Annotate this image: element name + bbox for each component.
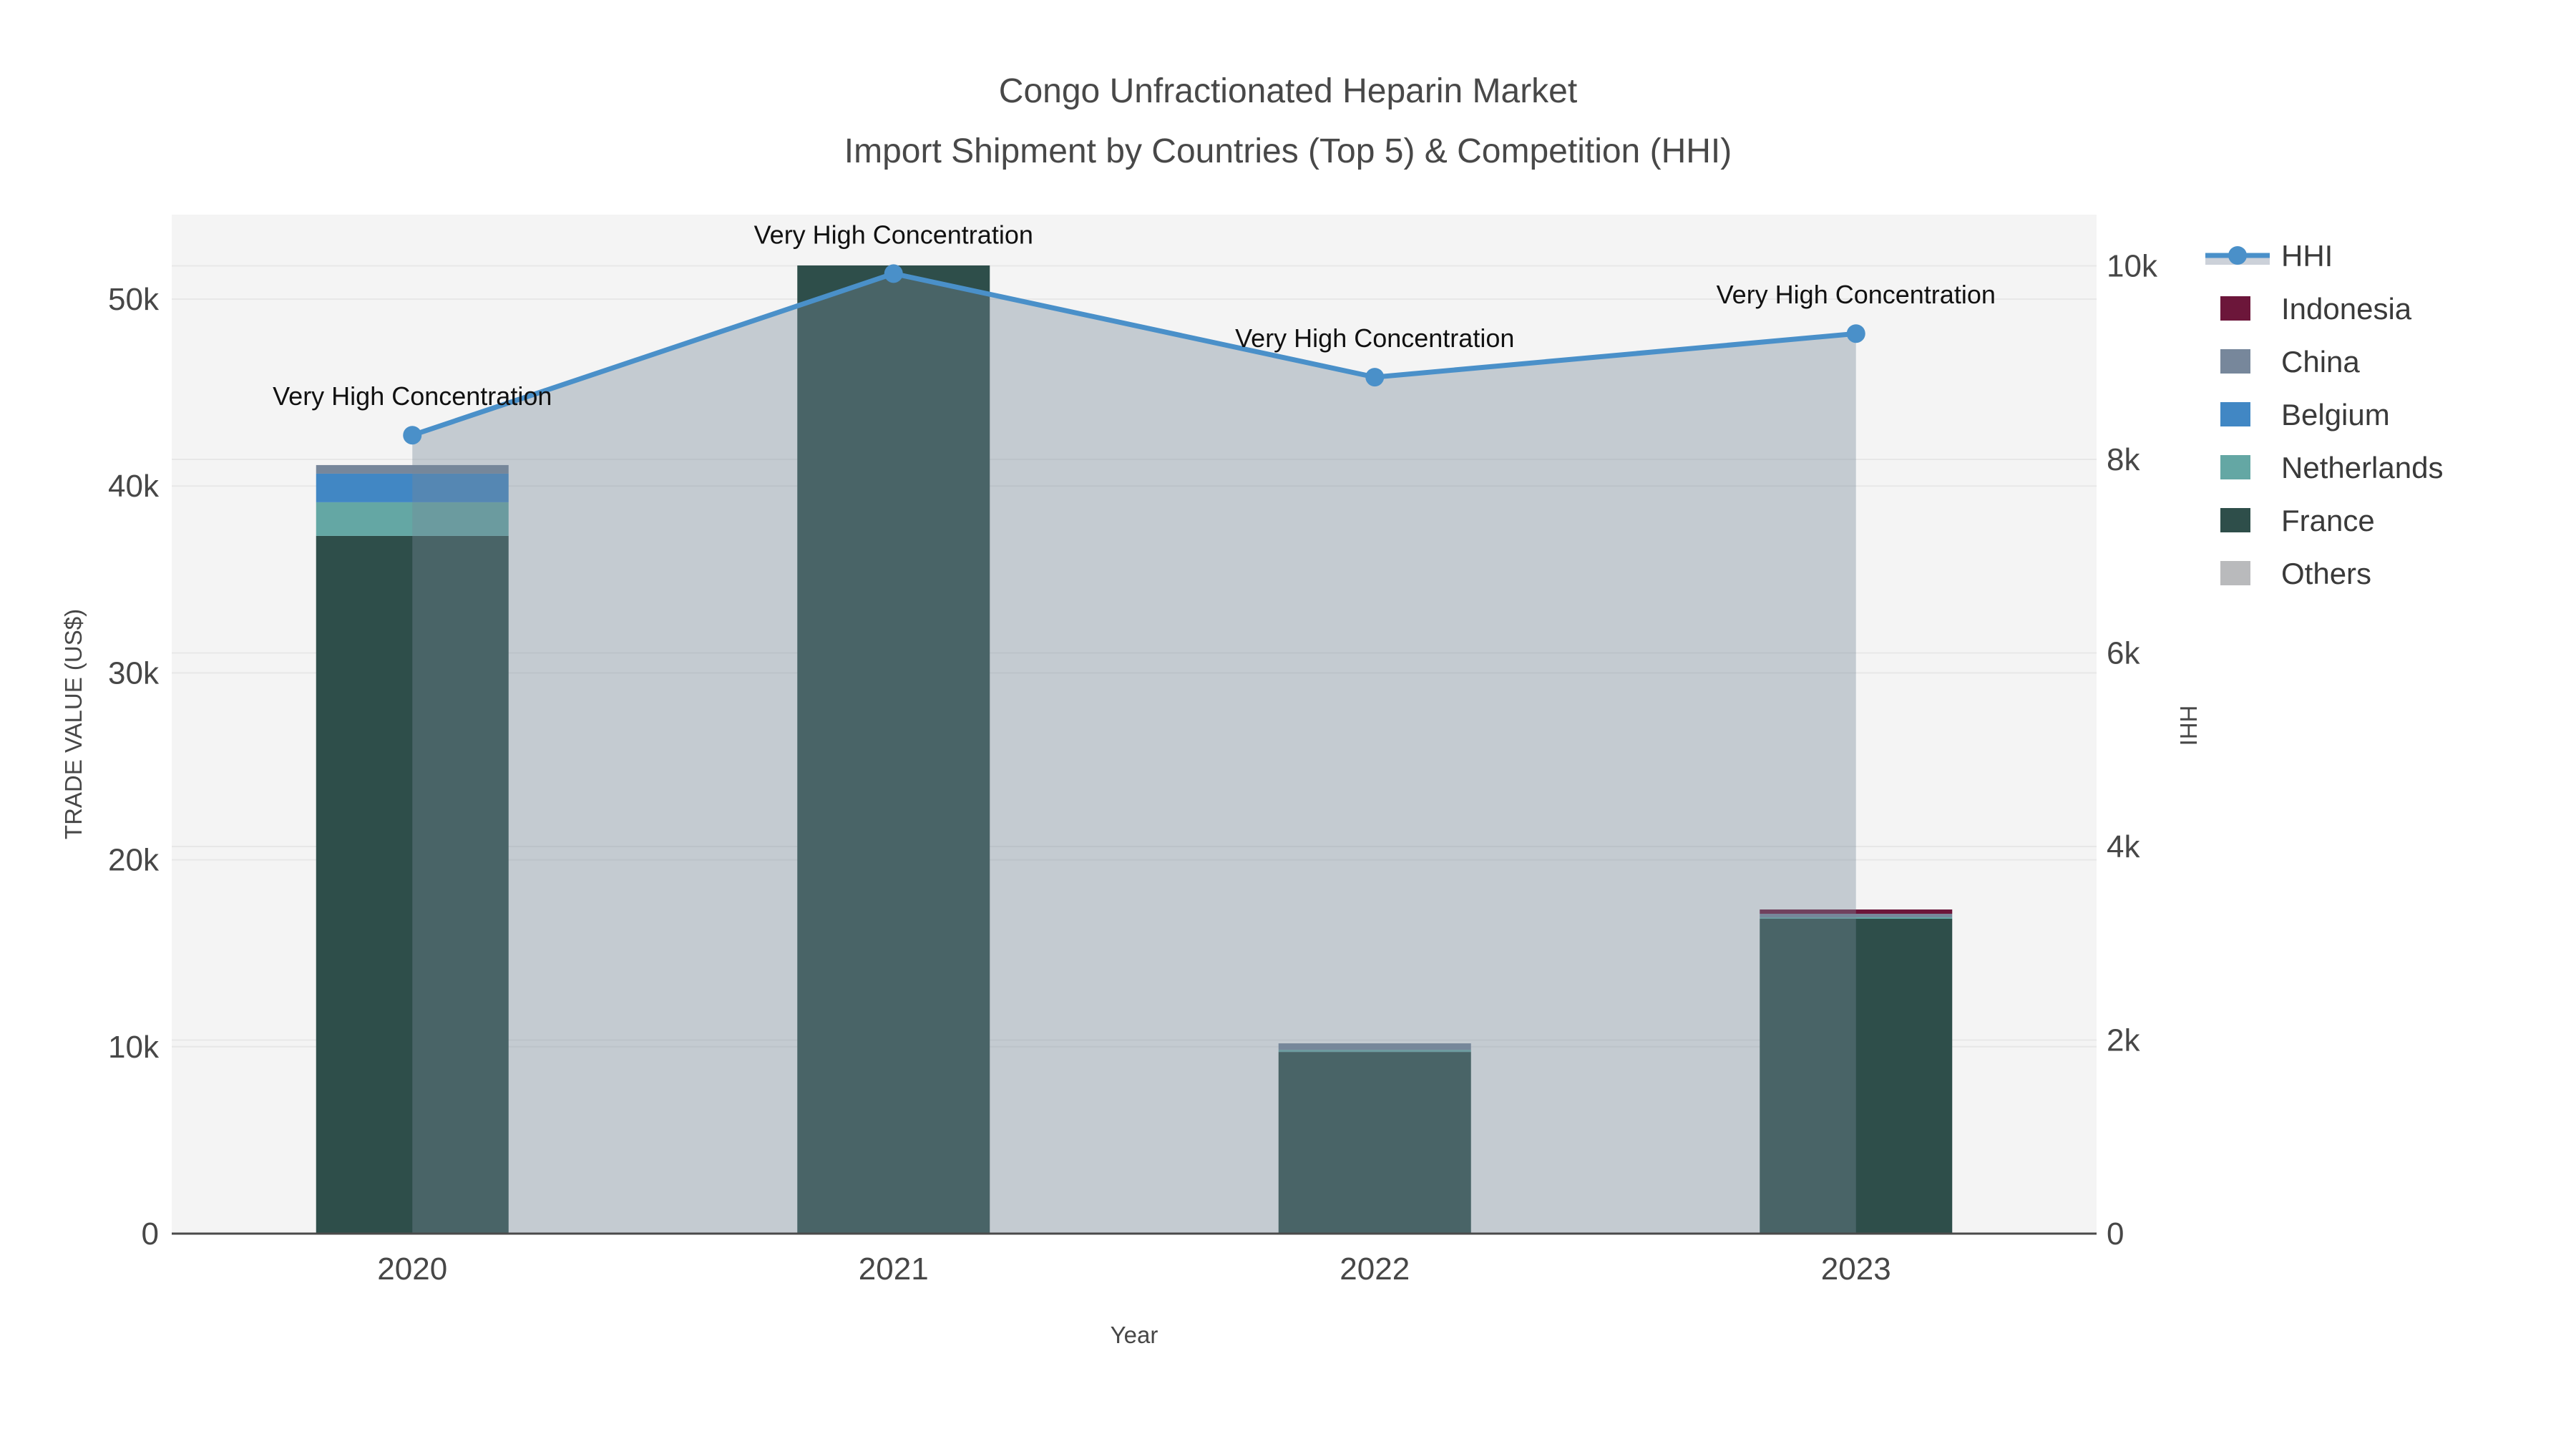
bar-segment-france-2021	[797, 265, 990, 1234]
bar-segment-china-2023	[1760, 914, 1953, 917]
x-tick-2020: 2020	[377, 1252, 447, 1287]
legend-item-china[interactable]: China	[2220, 345, 2360, 379]
legend-item-hhi[interactable]: HHI	[2205, 239, 2333, 273]
y-left-tick-10k: 10k	[108, 1030, 160, 1065]
bar-segment-china-2022	[1278, 1043, 1471, 1050]
bar-segment-belgium-2020	[316, 473, 509, 502]
legend-swatch-indonesia	[2220, 296, 2250, 321]
bar-segment-indonesia-2023	[1760, 909, 1953, 914]
y-left-tick-50k: 50k	[108, 282, 160, 317]
hhi-marker-2020	[403, 426, 422, 445]
annotation-2020: Very High Concentration	[273, 381, 552, 411]
legend-item-netherlands[interactable]: Netherlands	[2220, 451, 2443, 484]
legend-label-netherlands: Netherlands	[2281, 451, 2443, 484]
legend-swatch-china	[2220, 349, 2250, 374]
y-axis-right-title: HHI	[2175, 705, 2202, 746]
y-right-tick-6k: 6k	[2107, 636, 2140, 671]
x-tick-2023: 2023	[1821, 1252, 1891, 1287]
legend-label-belgium: Belgium	[2281, 398, 2390, 431]
legend-swatch-others	[2220, 561, 2250, 585]
y-left-tick-30k: 30k	[108, 655, 160, 691]
legend-label-indonesia: Indonesia	[2281, 292, 2412, 326]
legend-label-france: France	[2281, 504, 2375, 537]
x-axis-title: Year	[1110, 1322, 1158, 1348]
bars	[316, 265, 1953, 1234]
legend-swatch-netherlands	[2220, 455, 2250, 479]
legend-hhi-marker	[2228, 246, 2247, 265]
legend-item-others[interactable]: Others	[2220, 557, 2371, 590]
legend-item-belgium[interactable]: Belgium	[2220, 398, 2390, 431]
legend: HHI Indonesia China Belgium Netherlands Franc…	[2205, 239, 2443, 590]
bar-segment-france-2023	[1760, 919, 1953, 1234]
y-left-tick-20k: 20k	[108, 843, 160, 878]
hhi-line	[411, 270, 1857, 438]
legend-item-france[interactable]: France	[2220, 504, 2375, 537]
tick-labels: 0 10k 20k 30k 40k 50k 0 2k 4k 6k 8k 10k 2020 2021 2022…	[108, 249, 2158, 1287]
bar-segment-netherlands-2020	[316, 502, 509, 536]
y-left-tick-0: 0	[142, 1216, 159, 1252]
hhi-marker-2023	[1846, 324, 1865, 343]
bar-segment-netherlands-2022	[1278, 1050, 1471, 1053]
bar-segment-china-2020	[316, 464, 509, 474]
y-right-tick-2k: 2k	[2107, 1023, 2140, 1058]
y-right-tick-4k: 4k	[2107, 829, 2140, 864]
y-axis-left-title: TRADE VALUE (US$)	[60, 608, 87, 840]
legend-swatch-france	[2220, 508, 2250, 532]
bar-segment-netherlands-2023	[1760, 917, 1953, 919]
y-right-tick-0: 0	[2107, 1216, 2124, 1252]
legend-label-hhi: HHI	[2281, 239, 2333, 273]
hhi-marker-2022	[1365, 368, 1385, 387]
y-left-tick-40k: 40k	[108, 469, 160, 504]
bar-segment-france-2020	[316, 535, 509, 1234]
annotation-2021: Very High Concentration	[754, 220, 1033, 249]
y-right-tick-10k: 10k	[2107, 249, 2158, 284]
y-right-tick-8k: 8k	[2107, 442, 2140, 477]
chart-title-line1: Congo Unfractionated Heparin Market	[998, 72, 1578, 110]
hhi-marker-2021	[884, 264, 903, 283]
chart-title-line2: Import Shipment by Countries (Top 5) & C…	[844, 132, 1732, 170]
x-tick-2022: 2022	[1340, 1252, 1410, 1287]
bar-segment-france-2022	[1278, 1052, 1471, 1234]
legend-label-china: China	[2281, 345, 2360, 379]
annotation-2023: Very High Concentration	[1717, 280, 1996, 309]
x-tick-2021: 2021	[859, 1252, 929, 1287]
legend-swatch-belgium	[2220, 402, 2250, 426]
hhi-area-fill	[412, 273, 1856, 1234]
annotation-2022: Very High Concentration	[1235, 323, 1514, 353]
legend-label-others: Others	[2281, 557, 2371, 590]
legend-item-indonesia[interactable]: Indonesia	[2220, 292, 2412, 326]
